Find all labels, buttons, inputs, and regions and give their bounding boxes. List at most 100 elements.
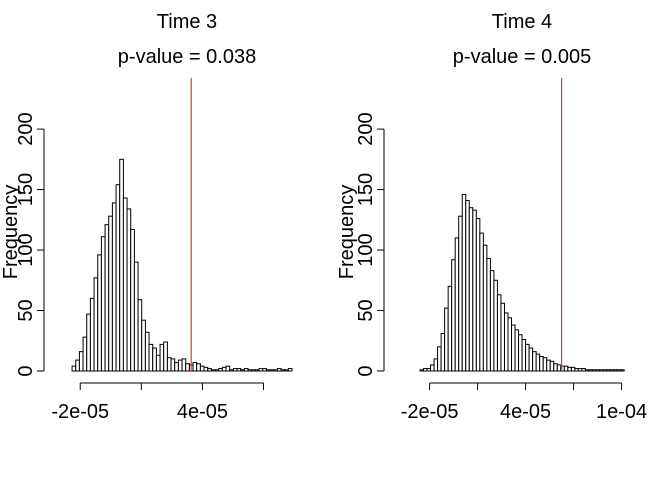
y-tick-label: 200 <box>355 112 377 145</box>
histogram-bar <box>613 369 618 372</box>
histogram-bar <box>130 228 135 372</box>
histogram-bar <box>284 369 289 372</box>
histogram-bar <box>451 259 456 372</box>
histogram-bar <box>609 369 615 372</box>
histogram-bar <box>247 369 253 372</box>
histogram-bar <box>276 368 282 372</box>
histogram-bar <box>567 366 572 372</box>
histogram-bar <box>542 357 548 372</box>
x-tick-label: 1e-04 <box>596 401 647 423</box>
histogram-bar <box>254 369 260 372</box>
x-axis: -2e-05 4e-05 <box>51 382 265 423</box>
histogram-bar <box>240 369 245 372</box>
histogram-bar <box>262 368 267 372</box>
histogram-bar <box>454 237 460 372</box>
histogram-bar <box>265 369 271 372</box>
histogram-bar <box>458 215 463 372</box>
histogram-bar <box>602 369 608 372</box>
histogram-bar <box>599 369 604 372</box>
histogram-bar <box>525 343 530 372</box>
histogram-bar <box>78 351 84 372</box>
histogram-bar <box>115 184 121 372</box>
histogram-bar <box>82 336 88 372</box>
y-axis-label: Frequency <box>0 185 22 280</box>
histogram-bar <box>258 368 264 372</box>
histogram-bar <box>493 279 498 372</box>
histogram-bar <box>535 353 541 372</box>
histogram-bar <box>563 365 569 372</box>
histogram-bar <box>108 215 113 372</box>
histogram-bar <box>97 254 102 372</box>
histogram-bar <box>620 369 625 372</box>
histogram-bar <box>122 197 128 372</box>
histogram-bar <box>577 368 583 372</box>
histogram-bar <box>89 297 95 372</box>
histogram-bar <box>423 368 428 372</box>
histogram-bar <box>574 368 579 372</box>
x-tick-label: 4e-05 <box>500 401 551 423</box>
histogram-bar <box>479 232 484 372</box>
histogram-bar <box>93 277 99 372</box>
x-tick-label: 4e-05 <box>177 401 228 423</box>
histogram-bar <box>243 368 249 372</box>
y-tick-label: 150 <box>355 173 377 206</box>
histogram-bar <box>133 261 139 372</box>
histogram-bar <box>521 339 527 372</box>
histogram-bar <box>166 357 172 372</box>
y-tick-label: 50 <box>355 299 377 321</box>
histogram-bar <box>482 244 488 372</box>
histogram-bar <box>489 270 495 372</box>
histogram-bar <box>440 333 446 372</box>
histogram-bar <box>514 329 520 372</box>
y-tick-label: 0 <box>355 365 377 376</box>
histogram-bar <box>203 366 209 372</box>
histogram-bar <box>475 218 481 372</box>
histogram-bar <box>71 365 77 372</box>
histogram-bar <box>430 364 435 372</box>
panel-subtitle: p-value = 0.038 <box>118 46 256 68</box>
x-axis: -2e-05 4e-05 1e-04 <box>401 382 647 423</box>
histogram-bar <box>86 313 91 372</box>
histogram-bar <box>433 358 439 372</box>
y-axis: 0 50 100 150 200 <box>15 112 45 377</box>
histogram-bar <box>192 362 198 372</box>
histogram-bar <box>126 208 132 372</box>
y-tick-label: 150 <box>15 173 37 206</box>
histogram-bar <box>141 319 146 372</box>
histogram-bar <box>225 365 231 372</box>
histogram-bar <box>553 363 558 372</box>
histogram-bar <box>507 317 513 372</box>
histogram-bar <box>556 364 562 372</box>
histogram-bar <box>581 368 586 372</box>
histogram-bar <box>137 299 143 372</box>
panel-time-4: Time 4 p-value = 0.005 Frequency 0 50 100 1… <box>336 11 647 423</box>
histogram-bar <box>500 302 505 372</box>
histogram-bar <box>616 369 622 372</box>
histogram-bar <box>196 363 201 372</box>
panel-title: Time 3 <box>157 11 217 33</box>
histogram-bar <box>229 369 234 372</box>
histogram-bar <box>426 368 432 372</box>
x-tick-label: -2e-05 <box>51 401 109 423</box>
histogram-bar <box>177 359 183 372</box>
histogram-bar <box>539 355 544 372</box>
histogram-bar <box>511 324 516 372</box>
histogram-bar <box>472 209 477 372</box>
histogram-bar <box>75 359 80 372</box>
histogram-bar <box>251 369 256 372</box>
histogram-bar <box>221 366 227 372</box>
histogram-bar <box>419 369 425 372</box>
histogram-bar <box>280 369 286 372</box>
histogram-bar <box>496 294 502 372</box>
histogram-bar <box>444 307 449 372</box>
y-tick-label: 50 <box>15 299 37 321</box>
panel-subtitle: p-value = 0.005 <box>453 46 591 68</box>
histogram-bar <box>503 312 509 372</box>
histogram-bar <box>468 207 474 372</box>
histogram-bar <box>591 369 597 372</box>
histogram-bar <box>163 341 168 372</box>
histogram-bar <box>532 351 537 372</box>
histogram-bar <box>465 199 470 372</box>
histogram-bar <box>518 334 523 372</box>
